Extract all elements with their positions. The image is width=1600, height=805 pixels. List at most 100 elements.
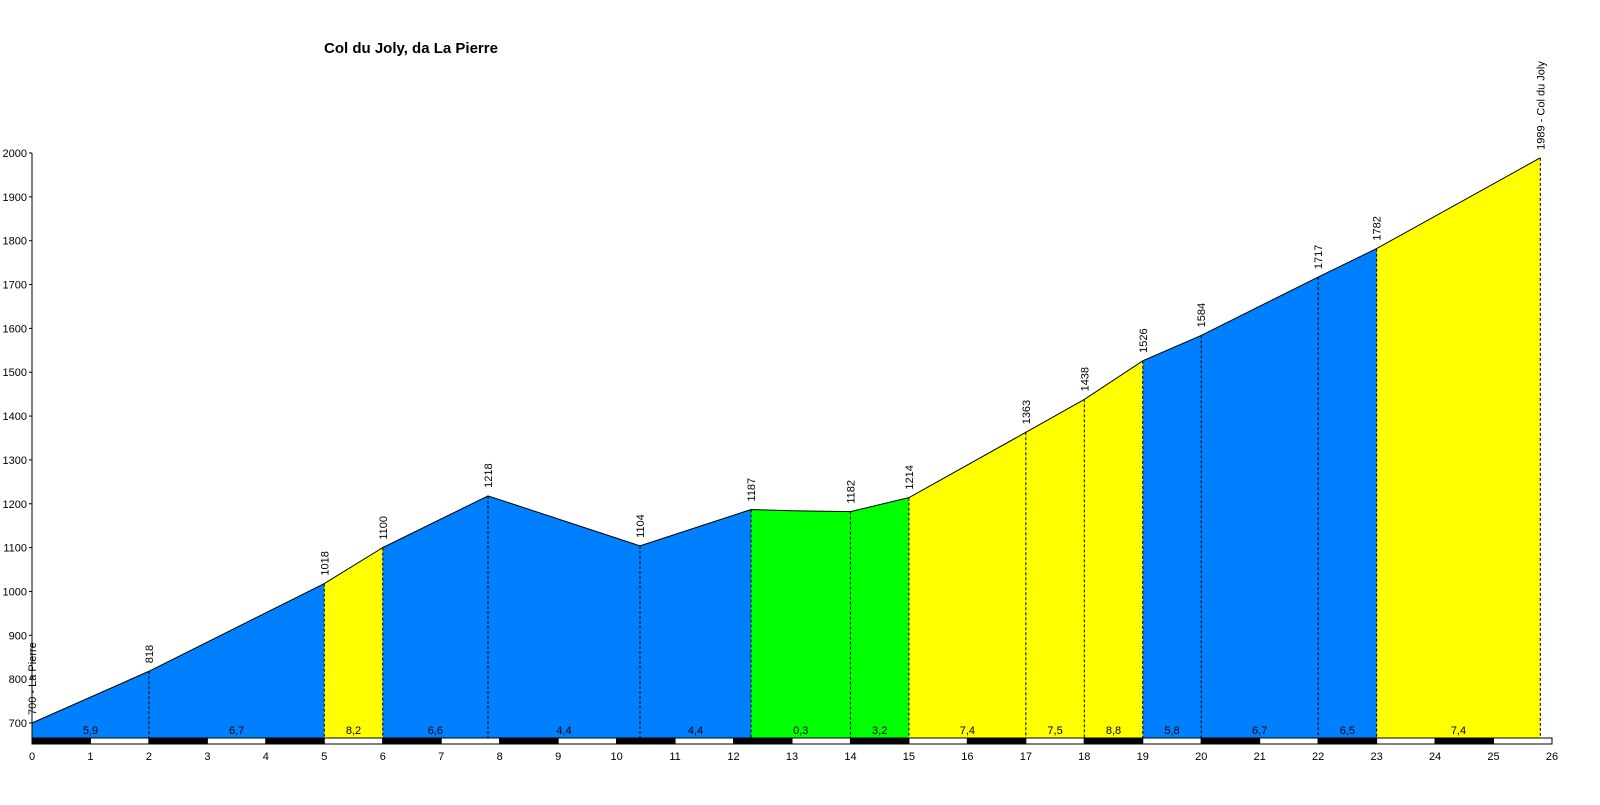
y-tick-label: 700 xyxy=(9,718,27,730)
gradient-label-4: 4,4 xyxy=(556,725,571,737)
y-tick-label: 1900 xyxy=(3,192,27,204)
gradient-label-9: 7,5 xyxy=(1047,725,1062,737)
gradient-label-3: 6,6 xyxy=(428,725,443,737)
x-tick-label: 20 xyxy=(1195,751,1207,763)
x-tick-label: 0 xyxy=(29,751,35,763)
gradient-label-10: 8,8 xyxy=(1106,725,1121,737)
x-tick-label: 11 xyxy=(669,751,680,763)
x-tick-label: 9 xyxy=(555,751,561,763)
y-tick-label: 1200 xyxy=(3,499,27,511)
altitude-label-14: 1782 xyxy=(1372,216,1384,240)
km-bar-8 xyxy=(499,737,559,745)
y-tick-label: 800 xyxy=(9,674,27,686)
km-bar-0 xyxy=(31,737,91,745)
km-bar-2 xyxy=(148,737,208,745)
km-bar-14 xyxy=(849,737,910,745)
x-tick-label: 1 xyxy=(87,751,93,763)
gradient-label-7: 3,2 xyxy=(872,725,887,737)
km-bar-3 xyxy=(206,737,267,745)
x-tick-label: 18 xyxy=(1078,751,1090,763)
km-bar-4 xyxy=(265,737,325,745)
altitude-label-6: 1187 xyxy=(746,478,758,502)
altitude-label-15: 1989 - Col du Joly xyxy=(1535,61,1547,150)
km-bar-13 xyxy=(791,737,851,745)
gradient-label-2: 8,2 xyxy=(346,725,361,737)
x-tick-label: 21 xyxy=(1254,751,1266,763)
altitude-label-5: 1104 xyxy=(635,514,647,538)
km-bar-25 xyxy=(1493,737,1553,745)
y-tick-label: 1600 xyxy=(3,323,27,335)
altitude-label-0: 700 - La Pierre xyxy=(27,642,39,715)
km-bar-19 xyxy=(1142,737,1202,745)
x-tick-label: 7 xyxy=(438,751,444,763)
x-tick-label: 4 xyxy=(263,751,269,763)
gradient-label-6: 0,3 xyxy=(793,725,808,737)
x-tick-label: 19 xyxy=(1137,751,1149,763)
y-tick-label: 1400 xyxy=(3,411,27,423)
gradient-label-14: 7,4 xyxy=(1451,725,1466,737)
altitude-label-8: 1214 xyxy=(904,465,916,489)
km-bar-10 xyxy=(616,737,676,745)
altitude-label-3: 1100 xyxy=(378,516,390,540)
km-bar-12 xyxy=(733,737,793,745)
y-tick-label: 1500 xyxy=(3,367,27,379)
profile-segment-6 xyxy=(1142,248,1377,739)
gradient-label-0: 5,9 xyxy=(83,725,98,737)
y-tick-label: 1100 xyxy=(3,543,27,555)
km-bar-11 xyxy=(674,737,735,745)
gradient-label-13: 6,5 xyxy=(1340,725,1355,737)
km-bar-22 xyxy=(1317,737,1378,745)
gradient-label-5: 4,4 xyxy=(688,725,703,737)
gradient-label-1: 6,7 xyxy=(229,725,244,737)
km-bar-7 xyxy=(440,737,501,745)
altitude-label-11: 1526 xyxy=(1138,328,1150,352)
x-tick-label: 22 xyxy=(1312,751,1324,763)
x-tick-label: 6 xyxy=(380,751,386,763)
km-bar-18 xyxy=(1083,737,1144,745)
gradient-label-12: 6,7 xyxy=(1252,725,1267,737)
y-tick-label: 900 xyxy=(9,630,27,642)
x-tick-label: 25 xyxy=(1487,751,1499,763)
x-tick-label: 5 xyxy=(321,751,327,763)
km-bar-9 xyxy=(557,737,618,745)
y-tick-label: 1000 xyxy=(3,586,27,598)
profile-segment-1 xyxy=(324,547,383,738)
x-tick-label: 8 xyxy=(497,751,503,763)
x-tick-label: 12 xyxy=(727,751,739,763)
km-bar-24 xyxy=(1434,737,1495,745)
x-tick-label: 10 xyxy=(610,751,622,763)
altitude-label-12: 1584 xyxy=(1196,303,1208,327)
x-tick-label: 15 xyxy=(903,751,915,763)
altitude-label-1: 818 xyxy=(144,645,156,663)
km-bar-15 xyxy=(908,737,968,745)
x-tick-label: 3 xyxy=(204,751,210,763)
gradient-label-11: 5,8 xyxy=(1164,725,1179,737)
profile-segment-4 xyxy=(751,497,909,738)
km-bar-5 xyxy=(323,737,384,745)
x-tick-label: 14 xyxy=(844,751,856,763)
altitude-label-4: 1218 xyxy=(483,463,495,487)
km-bar-21 xyxy=(1259,737,1319,745)
gradient-label-8: 7,4 xyxy=(960,725,975,737)
km-bar-23 xyxy=(1376,737,1436,745)
y-tick-label: 1700 xyxy=(3,280,27,292)
altitude-label-13: 1717 xyxy=(1313,245,1325,269)
y-tick-label: 1800 xyxy=(3,236,27,248)
altitude-label-9: 1363 xyxy=(1021,400,1033,424)
km-bar-6 xyxy=(382,737,442,745)
x-tick-label: 26 xyxy=(1546,751,1558,763)
km-bar-16 xyxy=(966,737,1027,745)
altitude-label-7: 1182 xyxy=(845,480,857,504)
profile-segment-3 xyxy=(640,509,752,738)
altitude-label-2: 1018 xyxy=(319,551,331,575)
km-bar-17 xyxy=(1025,737,1085,745)
x-tick-label: 24 xyxy=(1429,751,1441,763)
profile-segment-7 xyxy=(1376,157,1541,739)
chart-title: Col du Joly, da La Pierre xyxy=(324,40,498,57)
x-tick-label: 17 xyxy=(1020,751,1032,763)
km-bar-1 xyxy=(89,737,150,745)
profile-segment-2 xyxy=(382,495,640,738)
y-tick-label: 1300 xyxy=(3,455,27,467)
